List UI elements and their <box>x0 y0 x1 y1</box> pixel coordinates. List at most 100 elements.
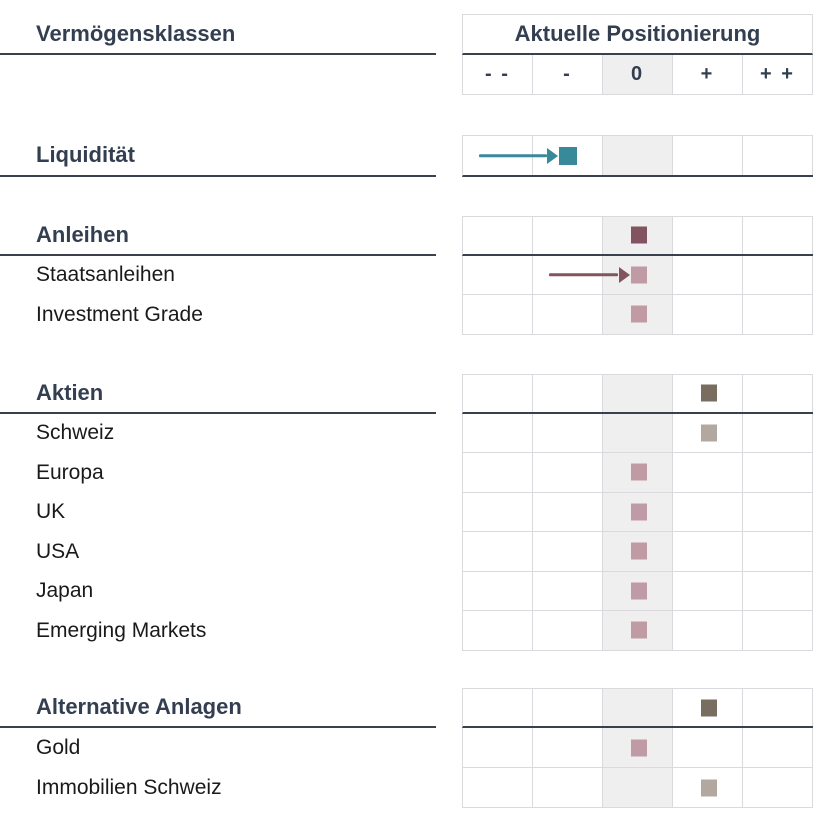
grid-cell-++ <box>743 413 813 452</box>
asset-row: Schweiz <box>0 413 813 454</box>
position-marker <box>630 621 647 639</box>
section-2: Anleihen Staatsanleihen Investment Grade <box>0 216 813 335</box>
asset-classes-title: Vermögensklassen <box>36 20 236 46</box>
positioning-grid-row <box>462 571 813 611</box>
grid-cell--- <box>463 532 533 571</box>
grid-cell-++ <box>743 689 813 726</box>
asset-row: Aktien <box>0 374 813 414</box>
asset-row: Investment Grade <box>0 295 813 335</box>
asset-label-cell: UK <box>0 493 436 533</box>
asset-label: Staatsanleihen <box>36 263 175 287</box>
grid-cell--- <box>463 295 533 334</box>
section-4: Alternative Anlagen Gold Immobilien Schwei… <box>0 688 813 808</box>
position-marker <box>630 739 647 756</box>
grid-cell-0 <box>603 728 673 767</box>
grid-cell-+ <box>673 611 743 650</box>
asset-label-cell: Japan <box>0 572 436 612</box>
table-header: Vermögensklassen Aktuelle Positionierung… <box>0 14 813 95</box>
grid-cell-+ <box>673 768 743 807</box>
grid-cell-- <box>533 689 603 726</box>
asset-label-cell: Staatsanleihen <box>0 256 436 296</box>
section-3: Aktien Schweiz Europa UK USA Japan Emerging Ma… <box>0 374 813 651</box>
grid-cell--- <box>463 768 533 807</box>
grid-cell-- <box>533 768 603 807</box>
grid-cell-+ <box>673 136 743 175</box>
grid-cell-0 <box>603 768 673 807</box>
positioning-grid-row <box>462 255 813 295</box>
grid-cell-+ <box>673 453 743 492</box>
asset-label-cell: Schweiz <box>0 414 436 454</box>
grid-cell-++ <box>743 255 813 294</box>
grid-cell--- <box>463 453 533 492</box>
position-marker <box>700 779 717 796</box>
scale-cell-minus-minus: - - <box>463 55 533 95</box>
positioning-grid-row <box>462 374 813 414</box>
grid-cell-++ <box>743 136 813 175</box>
position-marker <box>700 699 717 716</box>
asset-label-cell: Alternative Anlagen <box>0 688 436 728</box>
grid-cell-- <box>533 453 603 492</box>
grid-cell-- <box>533 728 603 767</box>
asset-row: Anleihen <box>0 216 813 256</box>
spacer <box>436 414 462 454</box>
positioning-grid-row <box>462 688 813 728</box>
scale-cell-plus-plus: + + <box>743 55 813 95</box>
asset-label: USA <box>36 539 80 563</box>
grid-cell-+ <box>673 571 743 610</box>
spacer <box>436 216 462 256</box>
spacer <box>436 14 462 95</box>
asset-label: Liquidität <box>36 142 135 167</box>
grid-cell-- <box>533 492 603 531</box>
grid-cell-0 <box>603 413 673 452</box>
grid-cell--- <box>463 728 533 767</box>
spacer <box>436 374 462 414</box>
change-arrow-head <box>618 266 630 283</box>
grid-cell--- <box>463 413 533 452</box>
grid-cell-+ <box>673 217 743 254</box>
asset-row: Europa <box>0 453 813 493</box>
asset-label: Schweiz <box>36 421 115 445</box>
asset-row: Liquidität <box>0 135 813 177</box>
position-marker <box>630 305 647 323</box>
grid-cell-- <box>533 571 603 610</box>
asset-label: Emerging Markets <box>36 618 207 642</box>
asset-label-cell: USA <box>0 532 436 572</box>
positioning-grid-row <box>462 532 813 572</box>
asset-classes-header-cell: Vermögensklassen <box>0 14 436 55</box>
grid-cell-++ <box>743 611 813 650</box>
grid-cell--- <box>463 217 533 254</box>
asset-row: Japan <box>0 571 813 612</box>
grid-cell-0 <box>603 689 673 726</box>
spacer <box>436 768 462 808</box>
position-marker <box>630 463 647 481</box>
asset-label: Japan <box>36 579 94 603</box>
asset-label: Gold <box>36 736 81 759</box>
grid-cell-+ <box>673 375 743 412</box>
grid-cell-+ <box>673 689 743 726</box>
positioning-grid-row <box>462 135 813 177</box>
positioning-grid-row <box>462 216 813 256</box>
asset-row: Gold <box>0 728 813 768</box>
position-marker <box>630 266 647 284</box>
grid-cell-- <box>533 611 603 650</box>
positioning-grid-row <box>462 413 813 453</box>
asset-row: Alternative Anlagen <box>0 688 813 728</box>
grid-cell-+ <box>673 492 743 531</box>
asset-label: Investment Grade <box>36 302 203 326</box>
asset-label-cell: Emerging Markets <box>0 611 436 651</box>
position-marker <box>630 503 647 521</box>
spacer <box>436 493 462 533</box>
scale-cell-minus: - <box>533 55 603 95</box>
grid-cell--- <box>463 571 533 610</box>
positioning-scale-row: - - - 0 + + + <box>462 55 813 95</box>
grid-cell-++ <box>743 571 813 610</box>
grid-cell-- <box>533 413 603 452</box>
asset-label: Aktien <box>36 379 104 405</box>
grid-cell-++ <box>743 295 813 334</box>
change-arrow-line <box>479 153 548 158</box>
position-marker <box>559 146 578 165</box>
positioning-grid-row <box>462 453 813 493</box>
asset-label-cell: Gold <box>0 728 436 768</box>
asset-label: Alternative Anlagen <box>36 694 242 719</box>
grid-cell--- <box>463 375 533 412</box>
